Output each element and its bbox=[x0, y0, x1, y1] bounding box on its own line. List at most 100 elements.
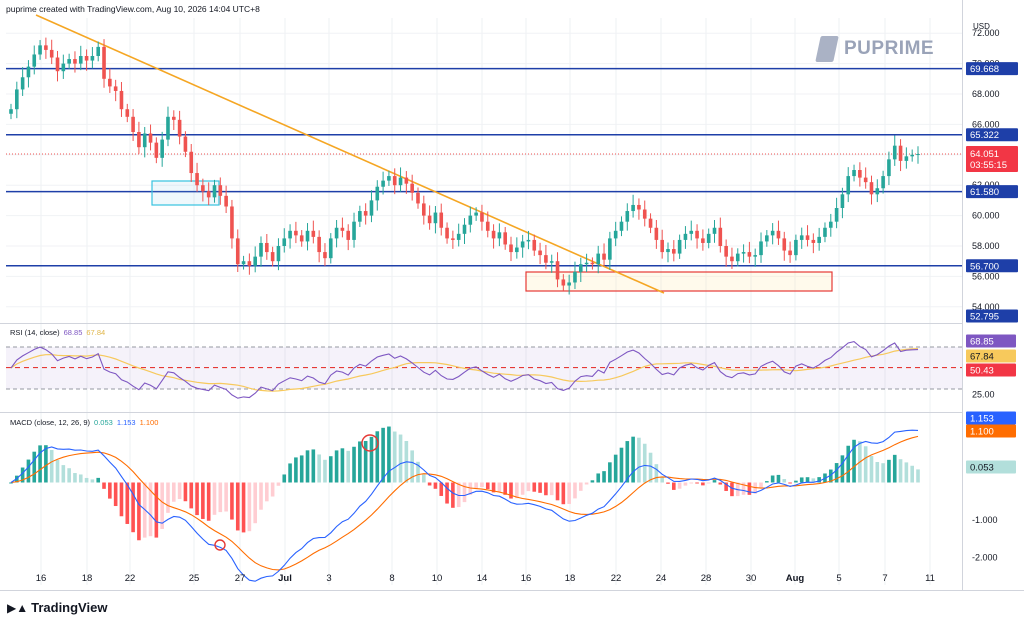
candle-body bbox=[573, 271, 577, 283]
macd-histogram-bar bbox=[387, 426, 391, 483]
macd-histogram-bar bbox=[852, 439, 856, 483]
macd-histogram-bar bbox=[520, 482, 525, 495]
macd-value-badge-bg bbox=[966, 411, 1016, 425]
macd-histogram-bar bbox=[427, 482, 432, 486]
macd-histogram-bar bbox=[206, 482, 211, 521]
macd-histogram-bar bbox=[340, 448, 345, 483]
candle-body bbox=[189, 151, 194, 174]
candle-body bbox=[462, 224, 467, 234]
level-price-badge: 61.580 bbox=[970, 187, 999, 198]
candle-body bbox=[485, 221, 490, 231]
macd-histogram-bar bbox=[573, 482, 577, 499]
price-tick-label: 60.000 bbox=[972, 211, 1000, 221]
current-price-label: 64.051 bbox=[970, 149, 999, 160]
candle-body bbox=[817, 236, 821, 243]
macd-histogram-bar bbox=[451, 482, 455, 508]
macd-histogram-bar bbox=[910, 465, 914, 483]
candle-body bbox=[276, 246, 281, 262]
macd-histogram-bar bbox=[654, 464, 659, 483]
candle-body bbox=[125, 109, 130, 117]
macd-histogram-bar bbox=[706, 482, 711, 484]
candle-body bbox=[230, 206, 234, 239]
macd-histogram-bar bbox=[125, 482, 130, 524]
tradingview-brand[interactable]: ▶▲ TradingView bbox=[7, 600, 107, 615]
candle-body bbox=[78, 56, 83, 64]
macd-histogram-bar bbox=[137, 482, 141, 541]
macd-histogram-bar bbox=[660, 476, 664, 483]
macd-histogram-bar bbox=[119, 482, 124, 517]
macd-histogram-bar bbox=[590, 480, 595, 483]
macd-histogram-bar bbox=[224, 482, 228, 512]
macd-line-value: 1.153 bbox=[116, 418, 136, 427]
rsi-legend[interactable]: RSI (14, close) 68.85 67.84 bbox=[10, 328, 109, 337]
macd-histogram-bar bbox=[305, 450, 310, 483]
price-tick-label: 58.000 bbox=[972, 241, 1000, 251]
macd-histogram-bar bbox=[608, 462, 612, 483]
candle-body bbox=[799, 235, 804, 240]
macd-histogram-bar bbox=[282, 474, 287, 483]
macd-histogram-bar bbox=[840, 455, 845, 483]
rsi-ma-line bbox=[10, 348, 919, 392]
candle-body bbox=[381, 180, 385, 187]
candle-body bbox=[747, 252, 752, 257]
candle-body bbox=[480, 212, 484, 222]
macd-histogram-bar bbox=[369, 436, 374, 483]
candle-body bbox=[375, 186, 380, 201]
macd-value-badge: 1.153 bbox=[970, 414, 994, 425]
macd-histogram-bar bbox=[73, 473, 77, 483]
macd-histogram-bar bbox=[49, 450, 54, 483]
candle-body bbox=[491, 230, 496, 239]
candle-body bbox=[235, 238, 240, 265]
candle-body bbox=[538, 250, 542, 256]
macd-histogram-bar bbox=[619, 447, 624, 483]
macd-histogram-bar bbox=[683, 482, 688, 486]
macd-histogram-bar bbox=[20, 467, 25, 483]
macd-legend[interactable]: MACD (close, 12, 26, 9) 0.053 1.153 1.100 bbox=[10, 418, 162, 427]
candle-body bbox=[805, 235, 810, 240]
candle-body bbox=[811, 239, 816, 243]
candle-body bbox=[328, 238, 333, 259]
candle-body bbox=[456, 233, 461, 240]
macd-histogram-bar bbox=[526, 482, 531, 492]
candle-body bbox=[224, 195, 228, 207]
macd-histogram-bar bbox=[602, 471, 606, 483]
macd-histogram-bar bbox=[578, 482, 583, 491]
macd-histogram-bar bbox=[776, 474, 781, 483]
candle-body bbox=[90, 56, 95, 61]
candle-body bbox=[561, 279, 566, 286]
macd-bearish-cross-marker bbox=[361, 434, 379, 452]
macd-histogram-bar bbox=[346, 450, 351, 483]
candle-body bbox=[695, 230, 699, 239]
time-tick-label: 8 bbox=[389, 573, 394, 584]
level-price-badge-bg bbox=[966, 259, 1018, 273]
candle-body bbox=[218, 185, 223, 196]
macd-histogram-bar bbox=[677, 482, 682, 489]
level-price-badge: 69.668 bbox=[970, 64, 999, 75]
candle-body bbox=[875, 188, 880, 195]
candle-body bbox=[299, 235, 304, 242]
macd-histogram-bar bbox=[788, 482, 792, 484]
macd-histogram-bar bbox=[805, 477, 810, 483]
macd-histogram-bar bbox=[544, 482, 548, 496]
candle-body bbox=[735, 253, 740, 262]
candle-body bbox=[311, 230, 316, 237]
macd-histogram-bar bbox=[375, 431, 380, 483]
macd-histogram-bar bbox=[474, 482, 478, 489]
macd-histogram-bar bbox=[294, 457, 298, 483]
candle-body bbox=[782, 238, 787, 251]
candle-body bbox=[892, 145, 897, 160]
macd-signal-badge: 1.100 bbox=[970, 427, 994, 438]
candle-body bbox=[852, 170, 856, 177]
time-tick-label: 14 bbox=[477, 573, 488, 584]
candle-body bbox=[253, 256, 257, 266]
candle-body bbox=[567, 282, 571, 286]
candle-body bbox=[84, 56, 89, 61]
macd-histogram-bar bbox=[689, 482, 694, 484]
macd-signal-line bbox=[10, 435, 919, 571]
candle-body bbox=[916, 154, 920, 156]
macd-histogram-bar bbox=[741, 482, 746, 495]
macd-histogram-bar bbox=[916, 469, 920, 483]
candle-body bbox=[555, 261, 560, 280]
macd-histogram-bar bbox=[468, 482, 473, 495]
rsi-midline-badge-bg bbox=[966, 363, 1016, 377]
